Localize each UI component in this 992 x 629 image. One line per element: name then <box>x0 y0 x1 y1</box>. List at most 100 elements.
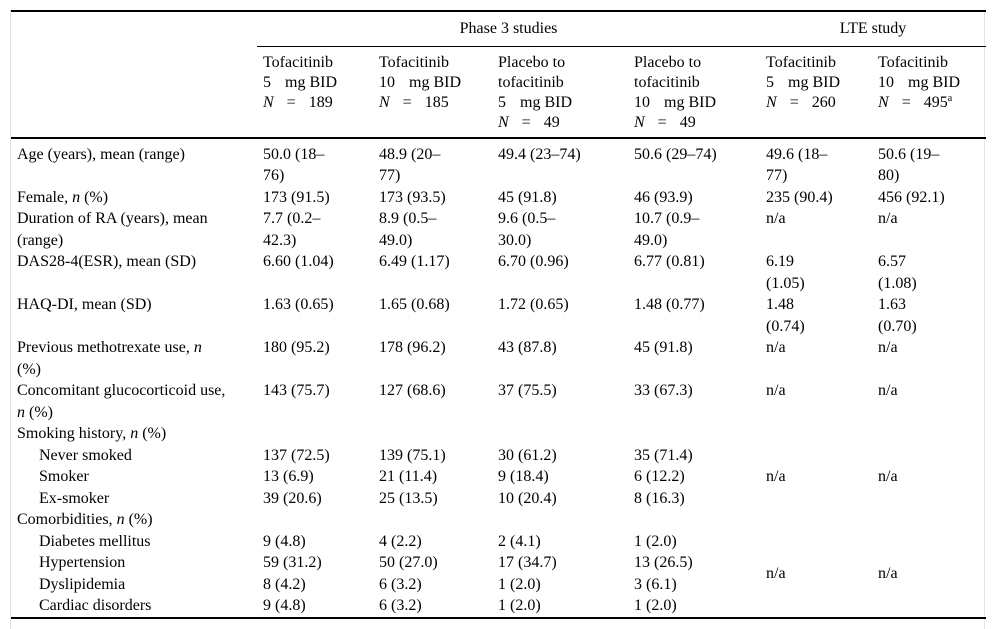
cell-value: 9 (4.8) <box>263 532 306 550</box>
dose-value: 5 <box>263 73 271 91</box>
cell-value: 173 (93.5) <box>379 188 446 206</box>
equals-sign: = <box>286 93 296 111</box>
column-dose: 5 mg BID <box>766 73 864 93</box>
column-n: N = 189 <box>263 93 365 113</box>
table-row-dyslipidemia: Dyslipidemia 8 (4.2) 6 (3.2) 1 (2.0) 3 (… <box>11 574 986 596</box>
corner-cell-2 <box>11 46 257 139</box>
cell-value: 9.6 (0.5– 30.0) <box>498 210 556 249</box>
row-label-text: Concomitant glucocorticoid use, <box>17 382 226 399</box>
cell-empty <box>872 509 986 531</box>
cell-na: n/a <box>878 468 898 485</box>
group-header-row: Phase 3 studies LTE study <box>11 11 987 47</box>
cell-value: 6.60 (1.04) <box>263 253 334 270</box>
corner-cell <box>11 11 257 46</box>
cell-value: 45 (91.8) <box>498 188 557 206</box>
column-name: Tofacitinib <box>379 53 449 71</box>
table-row-das28: DAS28-4(ESR), mean (SD) 6.60 (1.04) 6.49… <box>11 251 986 294</box>
cell-value: 3 (6.1) <box>634 575 677 593</box>
row-label-text: Ex-smoker <box>39 489 110 507</box>
n-count: 49 <box>679 113 696 131</box>
cell-value: 180 (95.2) <box>263 339 330 356</box>
cell-value: 10.7 (0.9– 49.0) <box>634 210 700 249</box>
n-symbol: N <box>878 93 889 111</box>
group-header-phase3: Phase 3 studies <box>257 11 761 47</box>
row-label-italic: n <box>193 339 202 356</box>
table-row-smoker: Smoker 13 (6.9) 21 (11.4) 9 (18.4) 6 (12… <box>11 466 986 488</box>
column-n: N = 49 <box>634 113 752 133</box>
row-label: Never smoked <box>11 445 257 467</box>
row-label-text: Never smoked <box>39 446 132 464</box>
column-name: Placebo to tofacitinib <box>498 53 566 91</box>
equals-sign: = <box>789 93 799 111</box>
column-dose: 10 mg BID <box>634 93 752 113</box>
cell-value: 6 (12.2) <box>634 468 685 485</box>
row-label: Dyslipidemia <box>11 574 257 596</box>
n-symbol: N <box>766 93 777 111</box>
cell-empty <box>760 509 872 531</box>
cell-value: 6.19 (1.05) <box>766 253 805 292</box>
row-label-suffix: (%) <box>138 425 167 442</box>
column-header-placebo-to-tofacitinib-10: Placebo to tofacitinib 10 mg BID N = 49 <box>628 46 761 139</box>
cell-value: 49.6 (18– 77) <box>766 145 828 185</box>
dose-value: 10 <box>379 73 395 91</box>
row-label: Previous methotrexate use, n (%) <box>11 337 257 380</box>
cell-value: 49.4 (23–74) <box>498 145 581 163</box>
column-dose: 10 mg BID <box>379 73 484 93</box>
cell-value: 13 (6.9) <box>263 468 314 485</box>
cell-empty <box>373 509 492 531</box>
cell-value: 1 (2.0) <box>498 575 541 593</box>
row-label: Smoker <box>11 466 257 488</box>
cell-value: 6 (3.2) <box>379 575 422 593</box>
cell-value: 1.48 (0.74) <box>766 296 805 335</box>
column-n: N = 49 <box>498 113 620 133</box>
row-label-text: Hypertension <box>39 554 126 571</box>
row-label: Hypertension <box>11 552 257 574</box>
row-label-text: Smoker <box>39 468 89 485</box>
cell-value: 35 (71.4) <box>634 446 693 464</box>
cell-value: 46 (93.9) <box>634 188 693 206</box>
row-label-suffix: (%) <box>25 403 53 421</box>
cell-empty <box>872 423 986 445</box>
column-dose: 10 mg BID <box>878 73 978 93</box>
cell-value: 50 (27.0) <box>379 554 438 571</box>
cell-value: 30 (61.2) <box>498 446 557 464</box>
cell-value: 139 (75.1) <box>379 446 446 464</box>
row-label: Female, n (%) <box>11 187 257 209</box>
cell-na: n/a <box>878 210 898 227</box>
cell-na: n/a <box>766 210 786 227</box>
row-label-section: Comorbidities, n (%) <box>11 509 257 531</box>
table-row-comorbidities: Comorbidities, n (%) <box>11 509 986 531</box>
row-label: HAQ-DI, mean (SD) <box>11 294 257 337</box>
cell-value: 173 (91.5) <box>263 188 330 206</box>
n-count: 49 <box>543 113 560 131</box>
cell-value: 4 (2.2) <box>379 532 422 550</box>
column-name: Tofacitinib <box>766 53 836 71</box>
cell-value: 33 (67.3) <box>634 382 693 399</box>
row-label-italic: n <box>116 511 125 528</box>
row-label: Concomitant glucocorticoid use, n (%) <box>11 380 257 423</box>
cell-value: 25 (13.5) <box>379 489 438 507</box>
cell-na: n/a <box>878 564 898 582</box>
cell-value: 1.48 (0.77) <box>634 296 705 313</box>
column-n: N = 495a <box>878 93 978 113</box>
n-symbol: N <box>263 93 274 111</box>
cell-value: 9 (4.8) <box>263 597 306 614</box>
row-label: DAS28-4(ESR), mean (SD) <box>11 251 257 294</box>
cell-na: n/a <box>766 564 786 582</box>
row-label-text: Dyslipidemia <box>39 575 126 593</box>
cell-empty <box>257 423 373 445</box>
table-row-duration-ra: Duration of RA (years), mean (range) 7.7… <box>11 208 986 251</box>
column-n: N = 260 <box>766 93 864 113</box>
cell-value: 1.63 (0.70) <box>878 296 917 335</box>
column-name: Tofacitinib <box>878 53 948 71</box>
cell-value: 39 (20.6) <box>263 489 322 507</box>
row-label-text: Cardiac disorders <box>39 597 152 614</box>
cell-value: 50.0 (18– 76) <box>263 145 325 185</box>
table-row-female: Female, n (%) 173 (91.5) 173 (93.5) 45 (… <box>11 187 986 209</box>
table-row-haqdi: HAQ-DI, mean (SD) 1.63 (0.65) 1.65 (0.68… <box>11 294 986 337</box>
cell-empty <box>628 423 760 445</box>
row-label-italic: n <box>130 425 139 442</box>
cell-value: 137 (72.5) <box>263 446 330 464</box>
